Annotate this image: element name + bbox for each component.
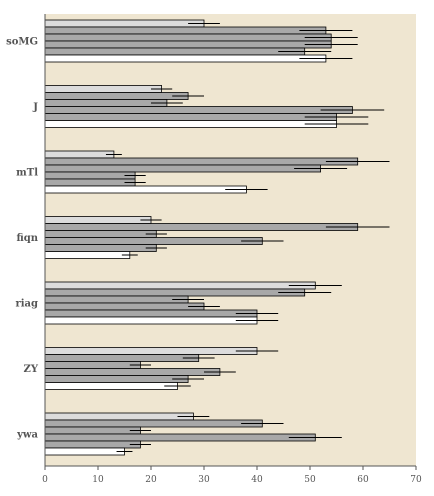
x-tick-label-0: 0 <box>42 475 48 485</box>
x-tick-label-70: 70 <box>410 475 422 485</box>
bar-J-2 <box>44 92 189 100</box>
bar-mTl-3 <box>44 164 322 173</box>
bar-soMG-1 <box>44 19 205 28</box>
x-tick-label-50: 50 <box>304 475 316 485</box>
x-tick-label-60: 60 <box>357 475 369 485</box>
bar-riag-1 <box>44 281 316 290</box>
bar-J-5 <box>44 113 337 121</box>
bar-soMG-4 <box>44 40 332 49</box>
bar-riag-2 <box>44 288 306 297</box>
category-label-riag: riag <box>15 299 38 310</box>
bar-ywa-6 <box>44 447 125 456</box>
bar-riag-4 <box>44 302 205 311</box>
bar-J-1 <box>44 85 162 93</box>
bar-ZY-5 <box>44 375 189 383</box>
bar-fiqn-1 <box>44 216 152 224</box>
bar-soMG-5 <box>44 47 306 56</box>
bar-ZY-4 <box>44 368 221 376</box>
bar-riag-5 <box>44 309 258 318</box>
bar-mTl-1 <box>44 150 115 159</box>
category-label-mTl: mTl <box>16 168 38 179</box>
bar-mTl-5 <box>44 178 136 187</box>
x-tick-label-40: 40 <box>251 475 263 485</box>
bar-fiqn-6 <box>44 251 131 259</box>
bar-ywa-3 <box>44 426 141 435</box>
bar-riag-6 <box>44 316 258 325</box>
bar-ZY-6 <box>44 382 178 390</box>
bar-J-4 <box>44 106 353 114</box>
bar-ZY-3 <box>44 361 141 369</box>
x-tick-label-10: 10 <box>92 475 104 485</box>
bar-ywa-5 <box>44 440 141 449</box>
bar-soMG-6 <box>44 54 327 63</box>
category-label-ZY: ZY <box>24 364 39 375</box>
x-tick-label-30: 30 <box>198 475 210 485</box>
bar-mTl-4 <box>44 171 136 180</box>
bars-layer <box>44 19 359 456</box>
bar-fiqn-5 <box>44 244 157 252</box>
bar-fiqn-3 <box>44 230 157 238</box>
bar-J-3 <box>44 99 168 107</box>
bar-soMG-2 <box>44 26 327 35</box>
bar-mTl-2 <box>44 157 359 166</box>
bar-ywa-2 <box>44 419 263 428</box>
category-label-J: J <box>32 102 38 113</box>
bar-fiqn-4 <box>44 237 263 245</box>
bar-fiqn-2 <box>44 223 359 231</box>
category-label-soMG: soMG <box>6 37 38 48</box>
x-tick-label-20: 20 <box>145 475 157 485</box>
bar-ZY-2 <box>44 354 200 362</box>
bar-ywa-4 <box>44 433 316 442</box>
bar-ZY-1 <box>44 347 258 355</box>
category-label-fiqn: fiqn <box>16 233 38 244</box>
bar-mTl-6 <box>44 185 247 194</box>
category-label-ywa: ywa <box>16 430 38 441</box>
bar-riag-3 <box>44 295 189 304</box>
bar-J-6 <box>44 120 337 128</box>
bar-soMG-3 <box>44 33 332 42</box>
bar-ywa-1 <box>44 412 194 421</box>
error-bars-layer <box>105 23 390 452</box>
